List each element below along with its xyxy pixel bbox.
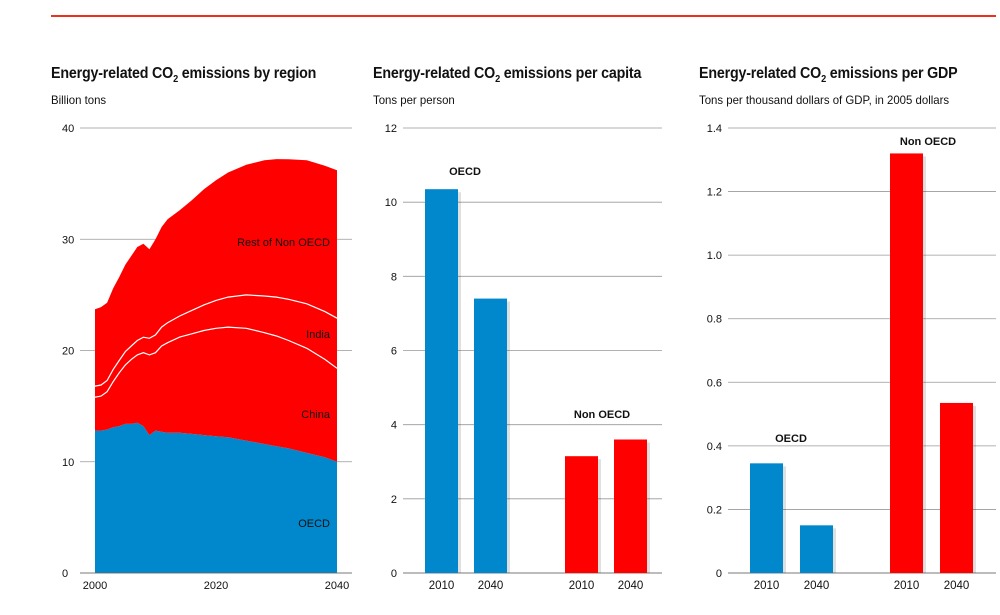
panel1-title: Energy-related CO2 emissions by region xyxy=(51,65,317,86)
y-tick-label: 1.2 xyxy=(707,187,722,199)
panel1-ylabel: Billion tons xyxy=(51,93,107,107)
y-tick-label: 0.4 xyxy=(707,441,722,453)
x-category-label: 2040 xyxy=(618,580,644,592)
y-tick-label: 1.4 xyxy=(707,123,722,135)
area-india xyxy=(95,294,337,398)
bar-non-oecd-2010 xyxy=(890,153,923,573)
area-label: China xyxy=(301,409,331,421)
y-tick-label: 10 xyxy=(62,457,74,469)
y-tick-label: 0.2 xyxy=(707,504,722,516)
bar-oecd-2040 xyxy=(474,298,507,573)
top-accent-rule xyxy=(51,15,996,17)
series-boundary-line xyxy=(94,326,338,398)
group-label: OECD xyxy=(449,166,481,178)
bar-non-oecd-2040 xyxy=(940,402,973,573)
panel2-ylabel: Tons per person xyxy=(373,93,455,107)
y-tick-label: 6 xyxy=(391,346,397,358)
y-tick-label: 10 xyxy=(385,197,397,209)
y-tick-label: 4 xyxy=(391,420,397,432)
bar-oecd-2040 xyxy=(800,525,833,573)
panel2-title: Energy-related CO2 emissions per capita xyxy=(373,65,642,86)
y-tick-label: 0 xyxy=(391,568,397,580)
x-category-label: 2010 xyxy=(894,580,920,592)
x-category-label: 2040 xyxy=(944,580,970,592)
x-category-label: 2010 xyxy=(569,580,595,592)
y-tick-label: 8 xyxy=(391,271,397,283)
x-category-label: 2010 xyxy=(429,580,455,592)
y-tick-label: 2 xyxy=(391,494,397,506)
bar-oecd-2010 xyxy=(750,463,783,573)
group-label: Non OECD xyxy=(900,136,956,148)
y-tick-label: 1.0 xyxy=(707,250,722,262)
area-oecd xyxy=(95,422,337,573)
bar-non-oecd-2040 xyxy=(614,439,647,573)
y-tick-label: 40 xyxy=(62,123,74,135)
area-label: Rest of Non OECD xyxy=(237,237,330,249)
area-china xyxy=(95,327,337,462)
group-label: OECD xyxy=(775,433,807,445)
series-boundary-line xyxy=(94,294,338,387)
panel3-ylabel: Tons per thousand dollars of GDP, in 200… xyxy=(699,93,950,107)
x-category-label: 2040 xyxy=(478,580,504,592)
area-label: India xyxy=(306,329,331,341)
y-tick-label: 0.8 xyxy=(707,314,722,326)
x-tick-label: 2040 xyxy=(325,580,349,592)
y-tick-label: 0.6 xyxy=(707,377,722,389)
y-tick-label: 30 xyxy=(62,234,74,246)
area-label: OECD xyxy=(298,518,330,530)
group-label: Non OECD xyxy=(574,409,630,421)
x-category-label: 2040 xyxy=(804,580,830,592)
x-tick-label: 2020 xyxy=(204,580,228,592)
bar-oecd-2010 xyxy=(425,189,458,573)
y-tick-label: 0 xyxy=(716,568,722,580)
x-category-label: 2010 xyxy=(754,580,780,592)
y-tick-label: 20 xyxy=(62,346,74,358)
bar-non-oecd-2010 xyxy=(565,456,598,573)
y-tick-label: 12 xyxy=(385,123,397,135)
x-tick-label: 2000 xyxy=(83,580,107,592)
y-tick-label: 0 xyxy=(62,568,68,580)
panel3-title: Energy-related CO2 emissions per GDP xyxy=(699,65,958,86)
area-rest-of-non-oecd xyxy=(95,159,337,387)
